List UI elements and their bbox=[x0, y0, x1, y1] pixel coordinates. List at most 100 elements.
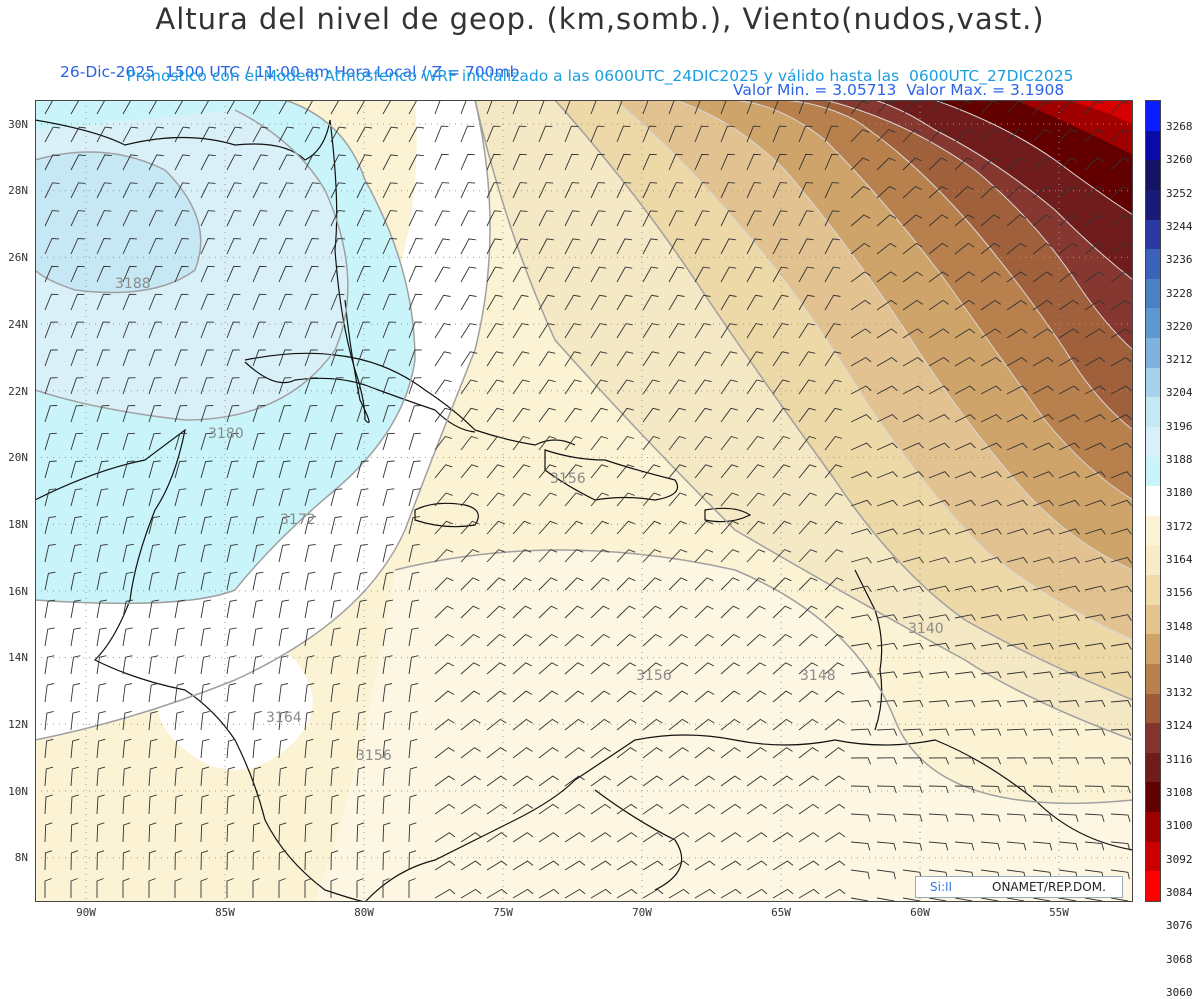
wind-barb bbox=[304, 850, 313, 871]
lat-label: 22N bbox=[8, 385, 28, 398]
wind-barb bbox=[590, 492, 609, 507]
wind-barb bbox=[928, 700, 950, 707]
wind-barb bbox=[538, 379, 556, 395]
wind-barb bbox=[824, 351, 842, 367]
wind-barb bbox=[772, 351, 790, 367]
wind-barb bbox=[148, 377, 162, 395]
wind-barb bbox=[96, 571, 108, 591]
wind-barb bbox=[1110, 897, 1129, 902]
wind-barb bbox=[590, 662, 611, 675]
colorbar-label: 3180 bbox=[1166, 486, 1193, 500]
wind-barb bbox=[1032, 471, 1054, 479]
wind-barb bbox=[434, 100, 441, 115]
wind-barb bbox=[70, 766, 80, 787]
wind-barb bbox=[1006, 757, 1028, 765]
lon-label: 55W bbox=[1049, 906, 1069, 919]
wind-barb bbox=[252, 100, 269, 115]
wind-barb bbox=[460, 435, 479, 451]
wind-barb bbox=[174, 488, 187, 507]
wind-barb bbox=[226, 850, 235, 871]
wind-barb bbox=[434, 351, 452, 367]
wind-barb bbox=[252, 238, 268, 255]
wind-barb bbox=[642, 266, 659, 283]
wind-barb bbox=[252, 349, 266, 367]
wind-barb bbox=[434, 775, 455, 787]
wind-barb bbox=[928, 897, 947, 902]
wind-barb bbox=[772, 266, 789, 283]
colorbar-swatch bbox=[1146, 367, 1160, 398]
wind-barb bbox=[746, 351, 764, 367]
wind-barb bbox=[200, 460, 213, 479]
wind-barb bbox=[616, 549, 636, 563]
wind-barb bbox=[330, 599, 342, 619]
wind-barb bbox=[174, 683, 185, 703]
wind-barb bbox=[902, 356, 924, 367]
wind-barb bbox=[980, 328, 1002, 339]
wind-barb bbox=[512, 718, 533, 731]
wind-barb bbox=[850, 897, 869, 902]
wind-barb bbox=[746, 549, 766, 563]
wind-barb bbox=[226, 182, 242, 199]
wind-barb bbox=[356, 627, 367, 647]
wind-barb bbox=[200, 738, 210, 759]
wind-barb bbox=[148, 460, 161, 479]
wind-barb bbox=[694, 266, 711, 283]
wind-barb bbox=[564, 577, 584, 591]
wind-barb bbox=[538, 492, 557, 507]
wind-barb bbox=[174, 543, 186, 563]
wind-barb bbox=[928, 642, 950, 650]
wind-barb bbox=[200, 377, 214, 395]
wind-barb bbox=[1110, 471, 1132, 479]
wind-barb bbox=[850, 813, 871, 822]
wind-barb bbox=[824, 520, 843, 535]
wind-barb bbox=[798, 775, 819, 787]
wind-barb bbox=[148, 794, 157, 815]
wind-barb bbox=[824, 832, 846, 843]
wind-barb bbox=[148, 738, 158, 759]
wind-barb bbox=[564, 492, 583, 507]
wind-barb bbox=[486, 888, 508, 899]
wind-barb bbox=[746, 577, 766, 591]
colorbar-swatch bbox=[1146, 604, 1160, 635]
wind-barb bbox=[746, 182, 762, 199]
wind-barb bbox=[642, 407, 660, 423]
wind-barb bbox=[694, 888, 716, 899]
wind-barb bbox=[616, 323, 633, 339]
wind-barb bbox=[928, 499, 950, 507]
wind-barb bbox=[1006, 785, 1027, 794]
wind-barb bbox=[330, 488, 343, 507]
wind-barb bbox=[616, 662, 637, 675]
wind-barb bbox=[122, 627, 133, 647]
wind-barb bbox=[876, 728, 898, 736]
contour-label: 3180 bbox=[208, 426, 244, 442]
wind-barb bbox=[70, 265, 85, 283]
wind-barb bbox=[720, 294, 737, 311]
wind-barb bbox=[954, 356, 976, 367]
wind-barb bbox=[44, 543, 56, 563]
wind-barb bbox=[1032, 100, 1051, 115]
wind-barb bbox=[460, 266, 477, 283]
wind-barb bbox=[1006, 813, 1027, 822]
wind-barb bbox=[278, 293, 293, 311]
wind-barb bbox=[122, 182, 138, 199]
wind-barb bbox=[616, 577, 636, 591]
wind-barb bbox=[200, 878, 208, 898]
wind-barb bbox=[616, 775, 637, 787]
wind-barb bbox=[408, 683, 419, 703]
wind-barb bbox=[1006, 700, 1028, 707]
wind-barb bbox=[304, 265, 319, 283]
wind-barb bbox=[1110, 414, 1132, 423]
wind-barb bbox=[1110, 700, 1132, 707]
lat-label: 28N bbox=[8, 184, 28, 197]
wind-barb bbox=[1084, 271, 1105, 283]
lon-label: 60W bbox=[910, 906, 930, 919]
wind-barb bbox=[668, 577, 688, 591]
wind-barb bbox=[590, 210, 606, 227]
wind-barb bbox=[1084, 185, 1104, 199]
wind-barb bbox=[226, 154, 242, 171]
wind-barb bbox=[408, 321, 423, 339]
wind-barb bbox=[772, 379, 790, 395]
wind-barb bbox=[642, 210, 658, 227]
wind-barb bbox=[668, 775, 689, 787]
wind-barb bbox=[902, 813, 923, 822]
